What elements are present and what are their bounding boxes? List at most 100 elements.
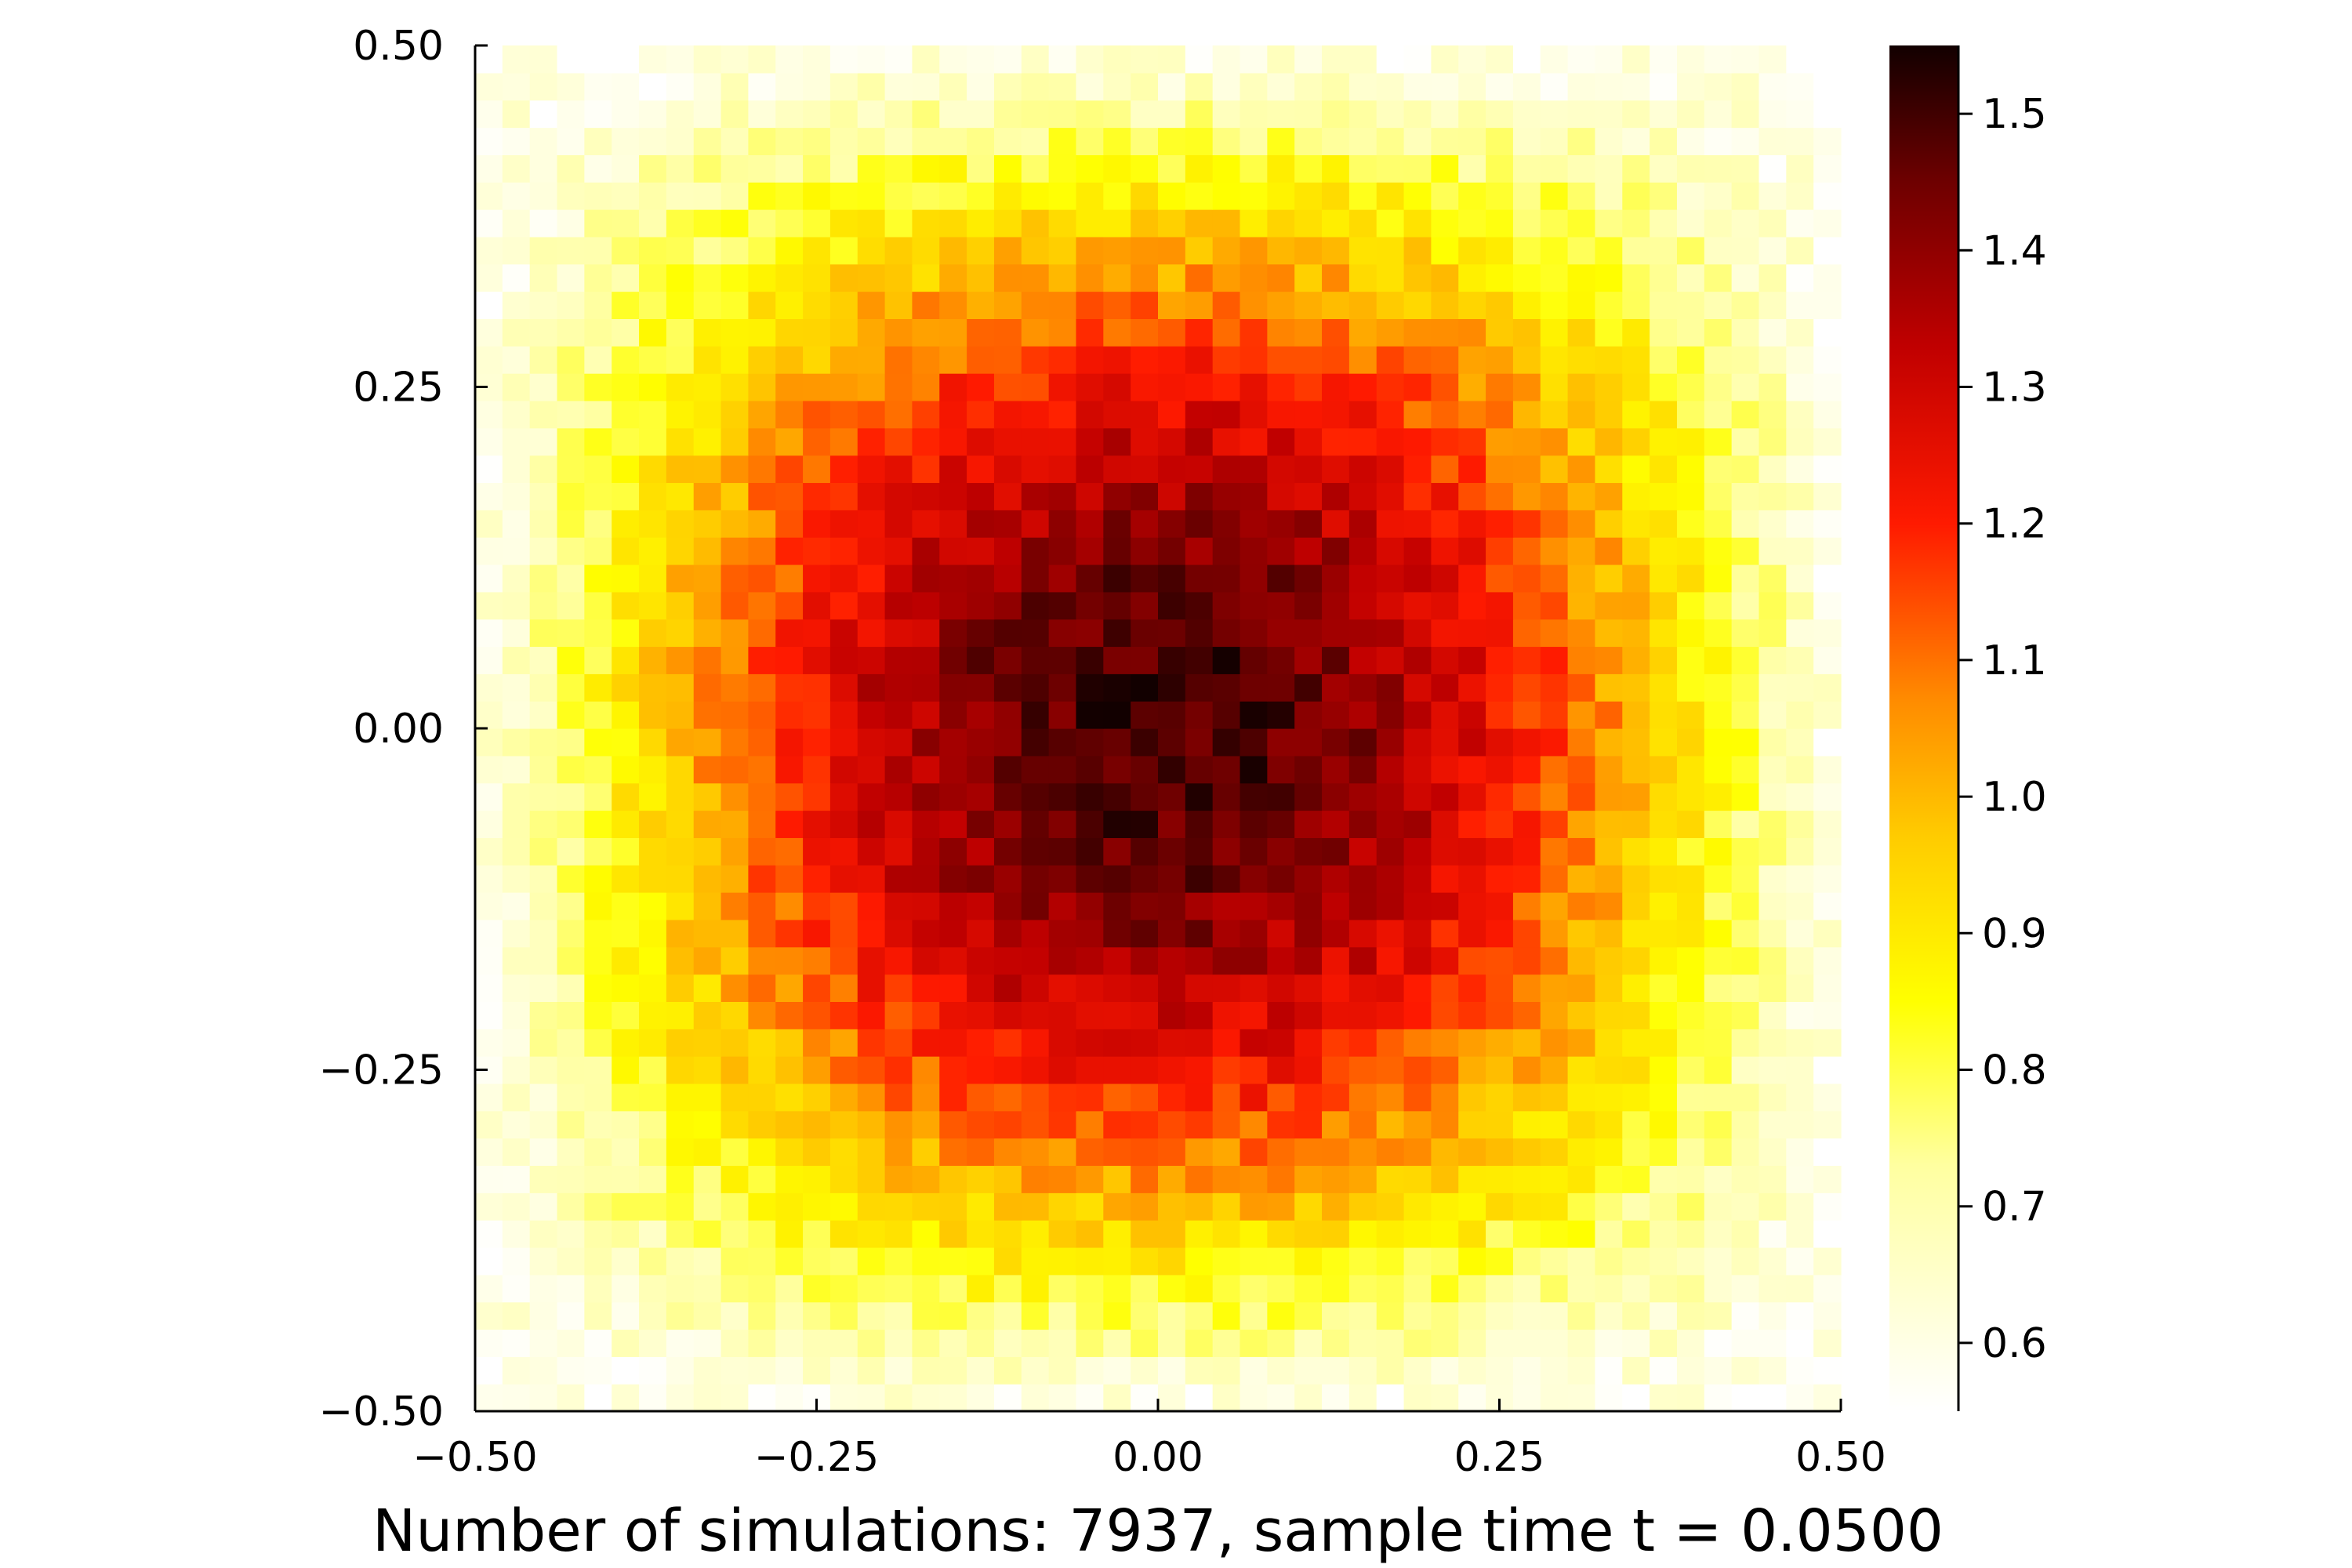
heatmap-cell	[803, 45, 831, 74]
heatmap-cell	[1540, 400, 1569, 429]
heatmap-cell	[1540, 1001, 1569, 1029]
heatmap-cell	[1731, 72, 1760, 101]
heatmap-cell	[1021, 1301, 1050, 1330]
heatmap-cell	[1786, 564, 1814, 593]
heatmap-cell	[1731, 728, 1760, 757]
heatmap-cell	[639, 510, 667, 538]
heatmap-cell	[1786, 1384, 1814, 1412]
heatmap-cell	[529, 318, 558, 347]
heatmap-cell	[666, 619, 695, 648]
heatmap-cell	[502, 892, 531, 920]
heatmap-cell	[1403, 1220, 1432, 1248]
heatmap-cell	[1567, 1220, 1596, 1248]
heatmap-cell	[857, 510, 886, 538]
heatmap-cell	[475, 1001, 503, 1029]
heatmap-cell	[584, 974, 612, 1002]
heatmap-cell	[1676, 1247, 1705, 1276]
heatmap-cell	[939, 974, 967, 1002]
heatmap-cell	[1676, 673, 1705, 702]
heatmap-cell	[557, 318, 585, 347]
heatmap-cell	[1376, 728, 1405, 757]
heatmap-cell	[584, 591, 612, 620]
heatmap-cell	[857, 263, 886, 292]
heatmap-cell	[720, 1301, 749, 1330]
heatmap-cell	[1076, 1384, 1104, 1412]
heatmap-cell	[1540, 646, 1569, 674]
heatmap-cell	[1650, 72, 1678, 101]
heatmap-cell	[1131, 1220, 1159, 1248]
heatmap-cell	[693, 427, 722, 456]
heatmap-cell	[912, 236, 940, 265]
heatmap-cell	[1650, 1029, 1678, 1057]
heatmap-cell	[1813, 1165, 1842, 1193]
y-tick-label: 0.50	[353, 23, 444, 70]
heatmap-cell	[666, 1220, 695, 1248]
heatmap-cell	[666, 537, 695, 565]
heatmap-cell	[1650, 1301, 1678, 1330]
heatmap-cell	[1185, 209, 1214, 238]
heatmap-cell	[748, 728, 776, 757]
heatmap-cell	[993, 1220, 1022, 1248]
heatmap-cell	[1348, 209, 1377, 238]
heatmap-cell	[475, 755, 503, 784]
heatmap-cell	[1759, 1220, 1787, 1248]
heatmap-cell	[803, 182, 831, 210]
heatmap-cell	[693, 1056, 722, 1084]
heatmap-cell	[475, 1165, 503, 1193]
heatmap-cell	[1704, 1301, 1733, 1330]
heatmap-cell	[1704, 1220, 1733, 1248]
heatmap-cell	[1676, 1083, 1705, 1112]
heatmap-cell	[1704, 100, 1733, 129]
heatmap-cell	[1704, 1083, 1733, 1112]
heatmap-cell	[1759, 591, 1787, 620]
heatmap-cell	[912, 1274, 940, 1303]
heatmap-cell	[1731, 755, 1760, 784]
heatmap-cell	[666, 837, 695, 866]
heatmap-cell	[1158, 1301, 1186, 1330]
heatmap-cell	[1348, 1083, 1377, 1112]
heatmap-cell	[1185, 1110, 1214, 1139]
heatmap-cell	[1622, 728, 1650, 757]
heatmap-cell	[529, 1220, 558, 1248]
heatmap-cell	[1185, 728, 1214, 757]
heatmap-cell	[475, 837, 503, 866]
heatmap-cell	[1185, 318, 1214, 347]
heatmap-cell	[857, 1001, 886, 1029]
heatmap-cell	[1704, 946, 1733, 975]
heatmap-cell	[803, 1356, 831, 1385]
heatmap-cell	[1786, 182, 1814, 210]
heatmap-cell	[884, 263, 913, 292]
heatmap-cell	[1650, 1138, 1678, 1167]
heatmap-cell	[993, 1138, 1022, 1167]
heatmap-cell	[1294, 564, 1323, 593]
heatmap-cell	[1240, 1110, 1268, 1139]
heatmap-cell	[529, 1247, 558, 1276]
heatmap-cell	[1376, 701, 1405, 729]
heatmap-cell	[1759, 1329, 1787, 1357]
heatmap-cell	[884, 1029, 913, 1057]
heatmap-cell	[612, 673, 640, 702]
heatmap-cell	[829, 1356, 858, 1385]
heatmap-cell	[612, 728, 640, 757]
heatmap-cell	[1512, 318, 1541, 347]
heatmap-cell	[1158, 400, 1186, 429]
heatmap-cell	[1786, 427, 1814, 456]
heatmap-cell	[967, 318, 995, 347]
heatmap-cell	[1650, 1056, 1678, 1084]
heatmap-cell	[1431, 1329, 1459, 1357]
heatmap-cell	[1294, 782, 1323, 811]
heatmap-cell	[1786, 701, 1814, 729]
heatmap-cell	[1267, 1356, 1295, 1385]
heatmap-cell	[1458, 1192, 1486, 1221]
heatmap-cell	[1512, 346, 1541, 374]
heatmap-cell	[1458, 865, 1486, 893]
heatmap-cell	[1458, 1384, 1486, 1412]
heatmap-cell	[1486, 1247, 1514, 1276]
heatmap-cell	[584, 1056, 612, 1084]
heatmap-cell	[1212, 482, 1241, 510]
heatmap-cell	[857, 318, 886, 347]
heatmap-cell	[1813, 974, 1842, 1002]
heatmap-cell	[993, 673, 1022, 702]
heatmap-cell	[1567, 236, 1596, 265]
heatmap-cell	[1212, 1083, 1241, 1112]
